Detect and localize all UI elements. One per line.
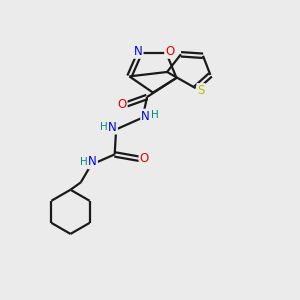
- Text: O: O: [165, 45, 174, 58]
- Text: H: H: [80, 157, 88, 167]
- Text: H: H: [100, 122, 108, 132]
- Text: S: S: [197, 84, 205, 97]
- Text: H: H: [151, 110, 159, 120]
- Text: N: N: [88, 155, 97, 168]
- Text: N: N: [108, 121, 117, 134]
- Text: N: N: [134, 45, 142, 58]
- Text: N: N: [141, 110, 150, 123]
- Text: O: O: [117, 98, 127, 111]
- Text: O: O: [140, 152, 149, 165]
